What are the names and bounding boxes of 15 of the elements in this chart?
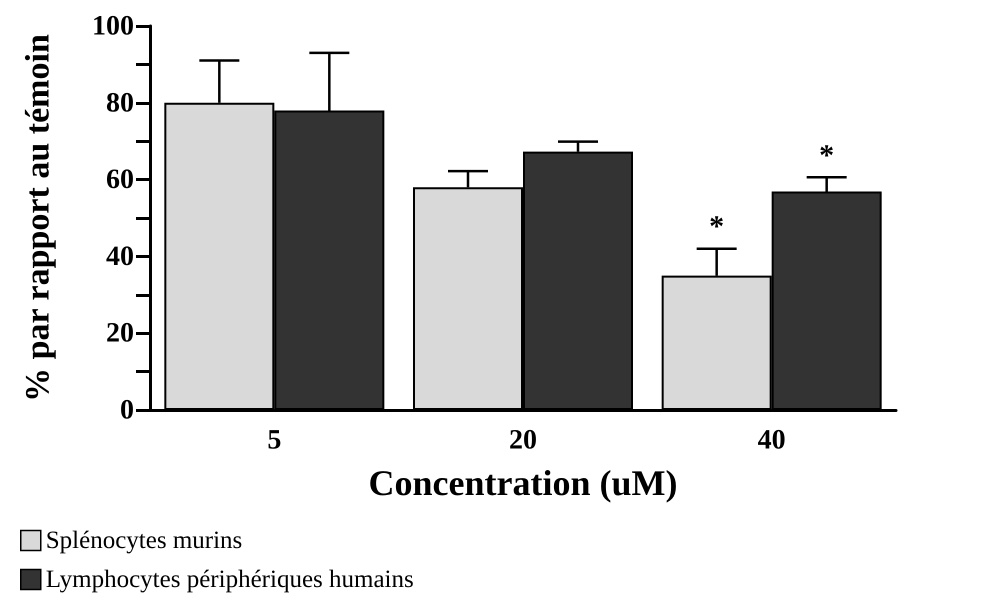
x-tick-label: 40 [758, 424, 786, 456]
y-tick-label: 20 [106, 318, 134, 349]
x-axis-title: Concentration (uM) [368, 463, 678, 503]
x-tick-label: 20 [509, 424, 537, 456]
y-tick-label: 40 [106, 240, 134, 272]
annotation: * [819, 138, 834, 172]
y-axis-title: % par rapport au témoin [20, 34, 56, 402]
x-tick-label: 5 [267, 424, 282, 456]
annotation: * [709, 210, 724, 244]
y-tick-label: 80 [106, 87, 134, 118]
y-tick-label: 60 [106, 164, 134, 196]
y-tick-label: 100 [92, 10, 134, 42]
legend-label: Lymphocytes périphériques humains [46, 566, 414, 593]
legend-label: Splénocytes murins [46, 527, 242, 554]
y-tick-label: 0 [120, 394, 134, 426]
